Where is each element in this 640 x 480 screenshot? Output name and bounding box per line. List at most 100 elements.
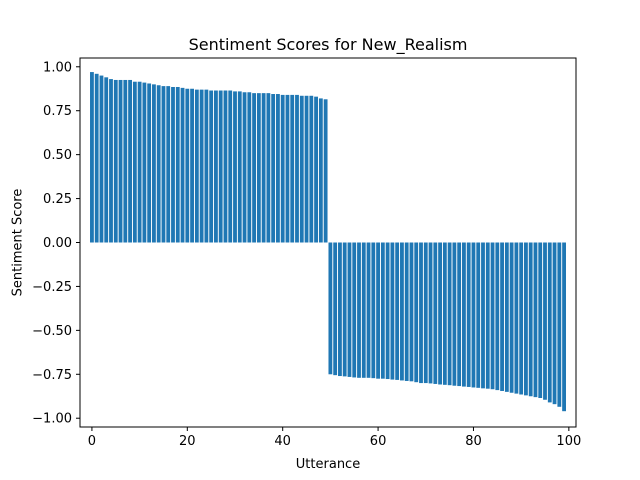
bar-30 xyxy=(233,91,237,243)
bar-66 xyxy=(404,242,409,381)
bar-11 xyxy=(142,82,147,243)
bar-71 xyxy=(428,242,433,384)
bar-23 xyxy=(199,89,204,243)
bar-16 xyxy=(166,86,171,243)
bar-55 xyxy=(352,242,357,378)
bar-48 xyxy=(318,98,323,243)
bar-6 xyxy=(118,79,123,243)
bar-18 xyxy=(175,86,180,243)
bar-97 xyxy=(552,242,557,405)
bar-58 xyxy=(366,242,371,378)
plot-frame xyxy=(79,57,577,428)
bar-57 xyxy=(361,242,366,378)
bar-79 xyxy=(466,242,471,387)
bar-15 xyxy=(161,86,166,243)
bar-65 xyxy=(400,242,404,381)
bar-8 xyxy=(128,79,132,243)
x-axis-ticks: 0 20 40 60 80 100 xyxy=(88,427,581,449)
bar-81 xyxy=(476,242,481,388)
bar-62 xyxy=(385,242,390,380)
bar-75 xyxy=(447,242,452,386)
bar-5 xyxy=(113,79,118,243)
bar-40 xyxy=(280,94,285,243)
x-tick-label: 100 xyxy=(556,434,581,449)
bar-69 xyxy=(419,242,423,384)
y-axis-label: Sentiment Score xyxy=(11,189,26,297)
bar-64 xyxy=(395,242,400,380)
bar-60 xyxy=(376,242,380,379)
x-tick-label: 60 xyxy=(370,434,387,449)
y-tick-label: 0.00 xyxy=(43,236,72,251)
bar-46 xyxy=(309,95,314,243)
y-tick-label: 0.75 xyxy=(43,104,72,119)
bar-25 xyxy=(209,90,214,243)
bar-47 xyxy=(314,96,318,243)
bar-76 xyxy=(452,242,457,386)
bar-9 xyxy=(132,81,137,243)
bar-19 xyxy=(180,87,185,243)
y-tick-label: −0.50 xyxy=(32,324,72,339)
bar-78 xyxy=(462,242,466,387)
bar-61 xyxy=(380,242,385,379)
bar-0 xyxy=(90,72,94,243)
bar-12 xyxy=(147,83,152,243)
bar-51 xyxy=(333,242,338,376)
bar-74 xyxy=(442,242,447,385)
x-tick-label: 40 xyxy=(274,434,291,449)
bar-27 xyxy=(218,90,223,243)
bar-86 xyxy=(500,242,504,391)
bar-36 xyxy=(261,93,266,243)
bar-22 xyxy=(194,89,199,243)
bar-32 xyxy=(242,92,247,243)
bar-26 xyxy=(214,90,218,243)
bar-24 xyxy=(204,89,209,243)
bar-17 xyxy=(171,86,175,243)
bar-38 xyxy=(271,94,276,243)
x-tick-label: 20 xyxy=(179,434,196,449)
bar-37 xyxy=(266,93,271,243)
y-tick-label: −0.75 xyxy=(32,368,72,383)
bar-77 xyxy=(457,242,462,387)
bars-group xyxy=(90,72,566,412)
y-tick-label: −1.00 xyxy=(32,412,72,427)
bar-68 xyxy=(414,242,419,383)
bar-93 xyxy=(533,242,538,398)
bar-28 xyxy=(223,90,228,243)
bar-14 xyxy=(156,85,161,243)
x-tick-label: 0 xyxy=(88,434,96,449)
bar-88 xyxy=(509,242,514,393)
bar-73 xyxy=(438,242,442,385)
bar-3 xyxy=(104,77,109,243)
bar-72 xyxy=(433,242,438,384)
bar-7 xyxy=(123,79,128,243)
bar-67 xyxy=(409,242,414,382)
bar-99 xyxy=(562,242,566,412)
bar-39 xyxy=(276,94,280,243)
bar-50 xyxy=(328,242,333,375)
bar-31 xyxy=(237,91,242,243)
bar-20 xyxy=(185,88,190,243)
bar-49 xyxy=(323,99,328,243)
bar-1 xyxy=(94,73,99,243)
bar-96 xyxy=(547,242,552,403)
bar-84 xyxy=(490,242,495,390)
x-tick-label: 80 xyxy=(465,434,482,449)
bar-54 xyxy=(347,242,352,377)
bar-44 xyxy=(299,95,304,243)
bar-90 xyxy=(519,242,524,395)
chart-title: Sentiment Scores for New_Realism xyxy=(189,35,468,55)
y-tick-label: −0.25 xyxy=(32,280,72,295)
bar-63 xyxy=(390,242,395,380)
bar-52 xyxy=(338,242,342,377)
y-tick-label: 0.50 xyxy=(43,148,72,163)
bar-35 xyxy=(256,93,261,243)
bar-80 xyxy=(471,242,476,388)
bar-85 xyxy=(495,242,500,391)
bar-34 xyxy=(252,93,256,243)
bar-13 xyxy=(152,84,156,243)
bar-4 xyxy=(109,79,113,243)
bar-94 xyxy=(538,242,543,399)
bar-41 xyxy=(285,94,290,243)
bar-95 xyxy=(543,242,547,400)
